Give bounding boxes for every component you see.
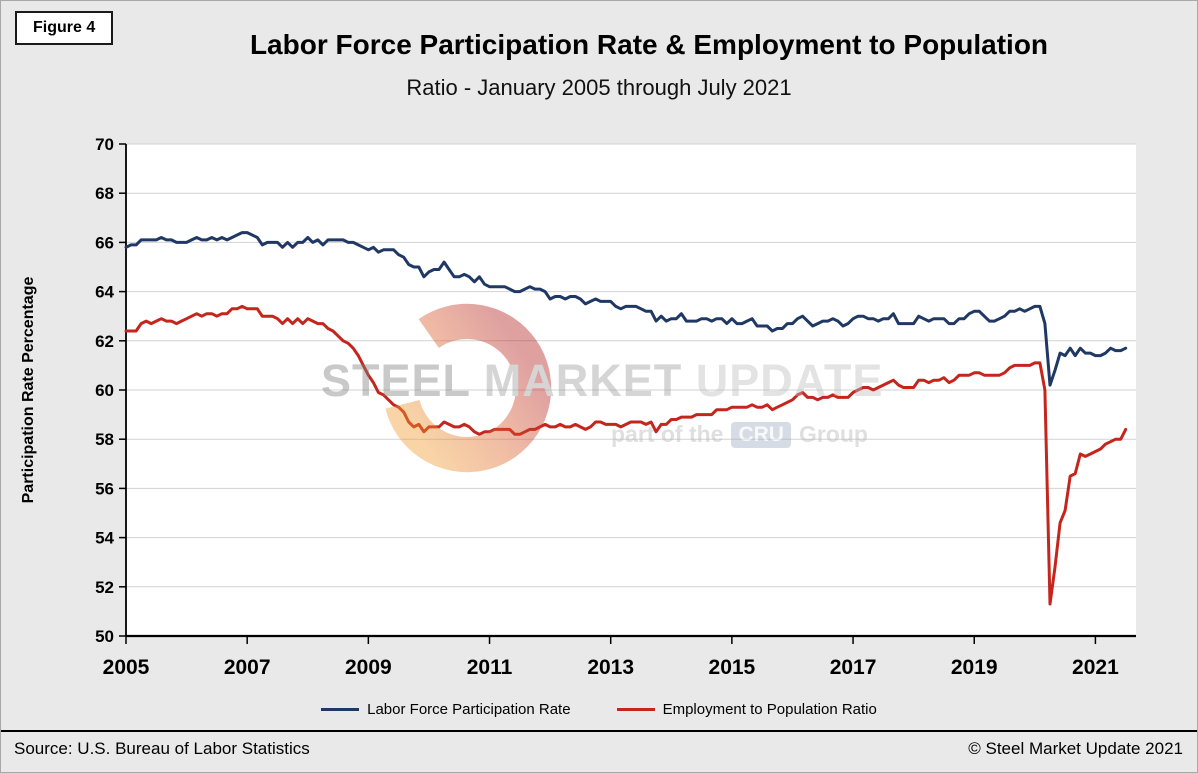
figure-label-badge: Figure 4 xyxy=(15,11,114,45)
y-tick-label: 60 xyxy=(95,381,114,400)
legend-label: Employment to Population Ratio xyxy=(662,701,877,718)
x-tick-label: 2021 xyxy=(1072,656,1119,679)
y-tick-label: 66 xyxy=(95,233,114,252)
x-tick-label: 2011 xyxy=(467,656,513,679)
y-tick-label: 52 xyxy=(95,578,114,597)
legend-label: Labor Force Participation Rate xyxy=(367,701,571,718)
series-line-0 xyxy=(124,231,1128,387)
y-tick-label: 54 xyxy=(95,529,114,548)
footer-divider xyxy=(1,730,1197,732)
chart-title: Labor Force Participation Rate & Employm… xyxy=(249,29,1049,60)
line-chart: 50 52 54 56 58 60 62 64 66 68 70 2005 2007 2009 2011 20… xyxy=(95,136,1136,679)
y-axis-title: Participation Rate Percentage xyxy=(20,276,37,504)
chart-subtitle: Ratio - January 2005 through July 2021 xyxy=(406,75,792,100)
y-tick-label: 50 xyxy=(95,627,114,646)
legend-line-swatch xyxy=(616,708,655,711)
legend-line-swatch xyxy=(321,708,360,711)
x-tick-label: 2009 xyxy=(345,656,392,679)
x-tick-label: 2007 xyxy=(224,656,271,679)
x-tick-label: 2005 xyxy=(103,656,150,679)
x-tick-label: 2019 xyxy=(951,656,998,679)
x-tick-label: 2013 xyxy=(587,656,634,679)
legend-item-0: Labor Force Participation Rate xyxy=(321,701,571,718)
copyright-note: © Steel Market Update 2021 xyxy=(968,739,1183,758)
figure-label-text: Figure 4 xyxy=(33,19,96,36)
y-tick-label: 64 xyxy=(95,283,114,302)
y-tick-label: 58 xyxy=(95,430,114,449)
y-tick-label: 68 xyxy=(95,184,114,203)
y-tick-label: 56 xyxy=(95,479,114,498)
chart-legend: Labor Force Participation Rate Employment… xyxy=(1,701,1197,718)
x-tick-label: 2017 xyxy=(830,656,877,679)
y-tick-label: 62 xyxy=(95,332,114,351)
source-note: Source: U.S. Bureau of Labor Statistics xyxy=(14,739,310,758)
legend-item-1: Employment to Population Ratio xyxy=(616,701,877,718)
y-tick-label: 70 xyxy=(95,136,114,154)
x-tick-label: 2015 xyxy=(709,656,756,679)
series-line-1 xyxy=(124,304,1128,606)
